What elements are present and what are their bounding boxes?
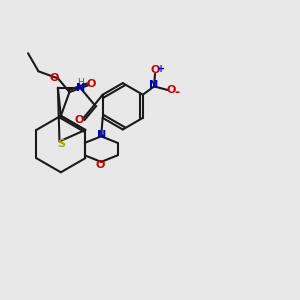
- Text: S: S: [57, 139, 65, 149]
- Text: O: O: [87, 79, 96, 89]
- Text: O: O: [150, 65, 160, 75]
- Text: O: O: [96, 160, 105, 170]
- Text: N: N: [149, 80, 159, 90]
- Text: N: N: [97, 130, 106, 140]
- Text: O: O: [49, 74, 58, 83]
- Text: H: H: [77, 78, 83, 87]
- Text: O: O: [167, 85, 176, 95]
- Text: O: O: [74, 115, 84, 125]
- Text: +: +: [158, 64, 166, 74]
- Text: N: N: [76, 83, 85, 93]
- Text: -: -: [174, 86, 180, 99]
